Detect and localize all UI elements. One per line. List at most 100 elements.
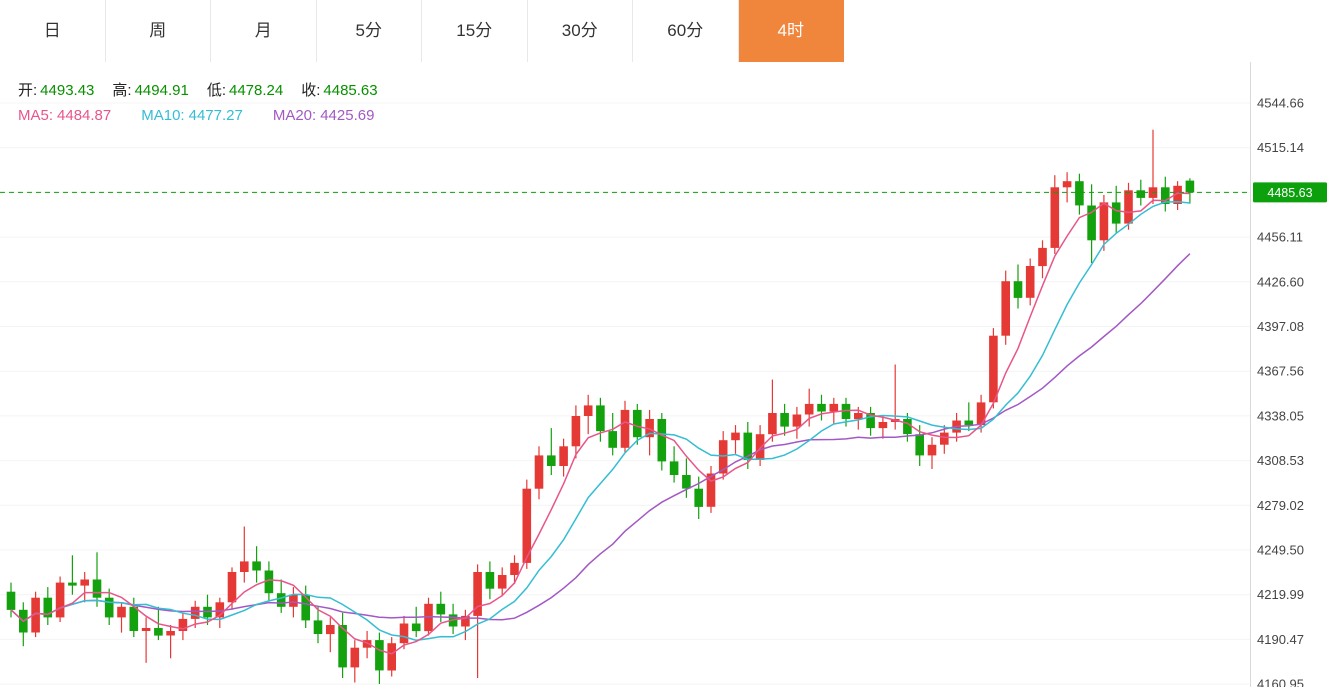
candle-body [92, 579, 102, 598]
high-label: 高: [112, 82, 132, 99]
tab-month[interactable]: 月 [211, 0, 317, 62]
ma10-line [10, 201, 1190, 642]
y-axis-labels: 4544.66 4515.14 4456.11 4426.60 4397.08 4367.… [1257, 96, 1304, 687]
open-label: 开: [18, 82, 38, 99]
close-label: 收: [301, 82, 321, 99]
candle-body [780, 413, 789, 427]
ma20-label: MA20: [272, 107, 317, 124]
high-value: 4494.91 [134, 82, 189, 99]
candle-body [240, 561, 249, 572]
candle-body [55, 582, 65, 618]
candle-body [1111, 202, 1121, 224]
candle-body [1185, 180, 1195, 193]
close-value: 4485.63 [323, 82, 378, 99]
candle-body [80, 579, 89, 586]
candle-body [903, 419, 912, 435]
ma5-value: 4484.87 [57, 107, 112, 124]
candle-body [669, 461, 679, 475]
current-price-badge-text: 4485.63 [1267, 186, 1312, 200]
candle-body [706, 473, 716, 507]
ma20-item: MA20: 4425.69 [273, 107, 375, 124]
candle-body [31, 597, 40, 633]
tab-week[interactable]: 周 [105, 0, 211, 62]
y-axis-label: 4190.47 [1257, 632, 1304, 647]
candle-body [1099, 202, 1109, 241]
candle-body [792, 414, 802, 427]
candle-body [326, 625, 335, 635]
open-value: 4493.43 [40, 82, 95, 99]
candle-body [190, 606, 200, 619]
candle-body [1050, 187, 1060, 248]
y-axis-label: 4544.66 [1257, 96, 1304, 111]
low-item: 低: 4478.24 [207, 79, 283, 100]
candle-body [166, 631, 175, 636]
candle-body [718, 440, 728, 474]
candle-body [817, 403, 826, 412]
candle-body [854, 413, 863, 420]
candles-layer [6, 129, 1195, 684]
candle-body [399, 623, 409, 644]
candle-body [141, 628, 151, 631]
candle-body [571, 416, 581, 447]
candle-body [1075, 181, 1084, 206]
candle-body [1087, 205, 1096, 241]
y-axis-label: 4515.14 [1257, 140, 1304, 155]
candle-body [215, 602, 225, 618]
candle-body [1173, 185, 1182, 204]
candle-body [362, 640, 372, 648]
candle-body [522, 488, 532, 563]
ma-legend: MA5: 4484.87 MA10: 4477.27 MA20: 4425.69 [18, 107, 374, 124]
timeframe-tabbar: 日周月 5分 15分 30分 60分 4时 [0, 0, 844, 62]
candle-body [915, 434, 924, 456]
candle-body [43, 597, 53, 618]
current-price-badge [1253, 182, 1327, 203]
y-axis-label: 4338.05 [1257, 408, 1304, 423]
low-label: 低: [206, 82, 226, 99]
close-item: 收: 4485.63 [301, 79, 377, 100]
tab-5min[interactable]: 5分 [316, 0, 422, 62]
candle-body [964, 420, 974, 425]
candle-body [583, 405, 593, 416]
candle-body [1013, 281, 1023, 298]
ma20-line [10, 253, 1191, 623]
candle-body [743, 432, 753, 460]
candle-body [657, 419, 667, 462]
candle-body [1161, 187, 1170, 204]
ma5-line [10, 192, 1190, 655]
candle-body [313, 620, 323, 634]
candle-body [976, 402, 986, 426]
candle-body [178, 618, 188, 631]
candle-body [497, 575, 507, 589]
candle-body [694, 488, 703, 507]
ma5-label: MA5: [18, 107, 54, 124]
candle-body [129, 606, 139, 631]
candle-body [1001, 281, 1010, 336]
tab-30min[interactable]: 30分 [527, 0, 633, 62]
candle-body [559, 446, 568, 466]
tab-4hour[interactable]: 4时 [738, 0, 844, 62]
candle-body [645, 419, 654, 438]
candle-body [866, 413, 875, 429]
tab-15min[interactable]: 15分 [422, 0, 528, 62]
y-axis-label: 4426.60 [1257, 274, 1304, 289]
ma10-value: 4477.27 [188, 107, 243, 124]
candle-body [252, 561, 261, 571]
candle-body [989, 335, 998, 403]
grid-lines [0, 102, 1250, 685]
candle-body [829, 403, 839, 412]
high-item: 高: 4494.91 [112, 79, 188, 100]
ma20-value: 4425.69 [320, 107, 375, 124]
candle-body [620, 409, 630, 448]
tab-day[interactable]: 日 [0, 0, 106, 62]
tab-60min[interactable]: 60分 [633, 0, 739, 62]
candle-body [878, 422, 888, 429]
candle-body [473, 572, 482, 616]
candle-body [117, 606, 126, 618]
candle-body [436, 603, 446, 615]
candle-body [301, 594, 310, 621]
candle-body [227, 572, 237, 603]
candle-body [1038, 247, 1047, 267]
candle-body [510, 562, 519, 575]
ma5-item: MA5: 4484.87 [18, 107, 111, 124]
